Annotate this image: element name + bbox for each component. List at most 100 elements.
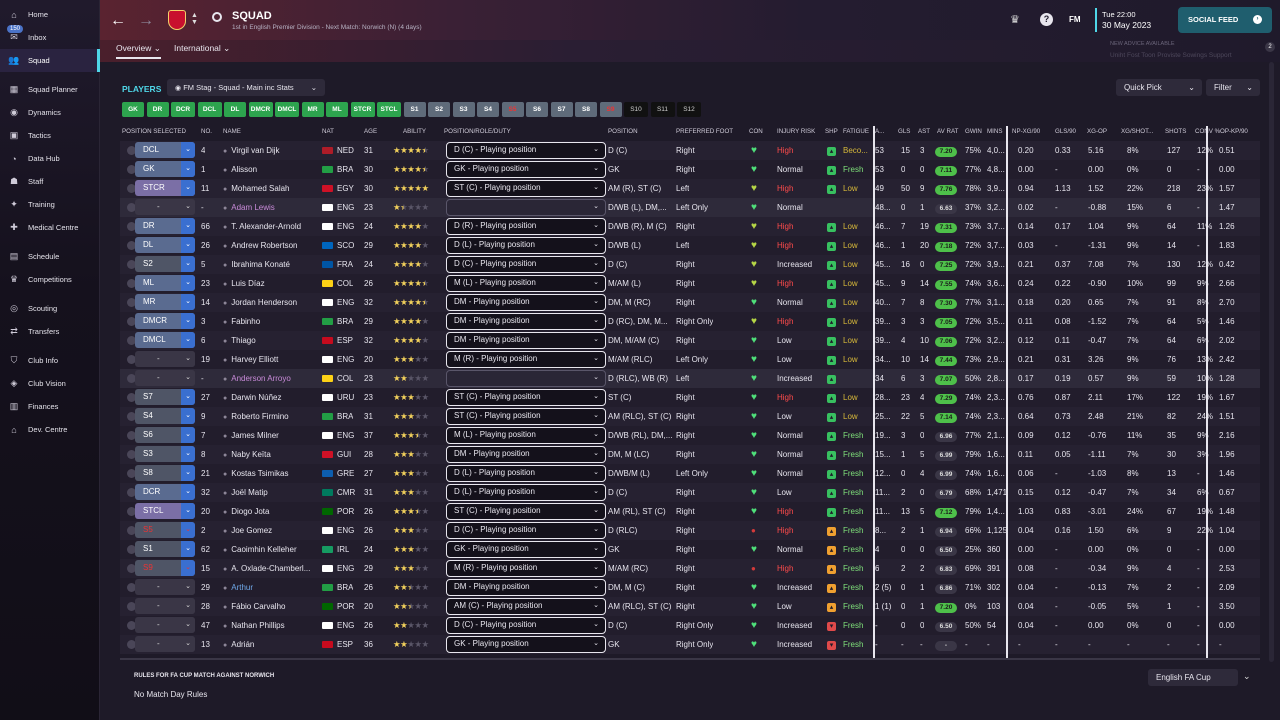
position-chip[interactable]: S10 (624, 102, 648, 117)
position-select-button[interactable]: S8 ⌄ (135, 465, 195, 481)
table-row[interactable]: S5 ⌄ 2 ● Joe Gomez ENG 26 ★★★★★ D (C) - Playing … (120, 521, 1260, 540)
sidebar-item-dev-centre[interactable]: ⌂ Dev. Centre (0, 418, 100, 441)
position-select-button[interactable]: - ⌄ (135, 579, 195, 595)
position-select-button[interactable]: STCL ⌄ (135, 503, 195, 519)
position-select-button[interactable]: DCL ⌄ (135, 142, 195, 158)
player-name[interactable]: ● T. Alexander-Arnold (223, 217, 318, 236)
sidebar-item-scouting[interactable]: ◎ Scouting (0, 297, 100, 320)
role-select[interactable]: ST (C) - Playing position ⌄ (446, 389, 606, 406)
table-row[interactable]: ML ⌄ 23 ● Luis Díaz COL 26 ★★★★★ M (L) - Playing… (120, 274, 1260, 293)
table-row[interactable]: DCL ⌄ 4 ● Virgil van Dijk NED 31 ★★★★★ D (C) - P… (120, 141, 1260, 160)
position-chip[interactable]: S8 (575, 102, 597, 117)
sidebar-item-medical-centre[interactable]: ✚ Medical Centre (0, 216, 100, 239)
row-select-toggle[interactable] (127, 393, 136, 402)
column-header-foot[interactable]: PREFERRED FOOT (676, 128, 734, 135)
position-chip[interactable]: DMCL (275, 102, 299, 117)
role-select[interactable]: AM (C) - Playing position ⌄ (446, 598, 606, 615)
player-name[interactable]: ● Naby Keïta (223, 445, 318, 464)
row-select-toggle[interactable] (127, 184, 136, 193)
player-name[interactable]: ● Nathan Phillips (223, 616, 318, 635)
column-header-age[interactable]: AGE (364, 128, 378, 135)
quick-pick-button[interactable]: Quick Pick ⌄ (1116, 79, 1202, 96)
position-chip[interactable]: ML (326, 102, 348, 117)
sidebar-item-transfers[interactable]: ⇄ Transfers (0, 320, 100, 343)
position-select-button[interactable]: DR ⌄ (135, 218, 195, 234)
role-select[interactable]: ⌄ (446, 370, 606, 387)
player-name[interactable]: ● Joe Gomez (223, 521, 318, 540)
column-header-gwin[interactable]: GWIN (965, 128, 982, 135)
table-row[interactable]: MR ⌄ 14 ● Jordan Henderson ENG 32 ★★★★★ DM - Pla… (120, 293, 1260, 312)
position-select-button[interactable]: STCR ⌄ (135, 180, 195, 196)
role-select[interactable]: D (C) - Playing position ⌄ (446, 142, 606, 159)
table-row[interactable]: S2 ⌄ 5 ● Ibrahima Konaté FRA 24 ★★★★★ D (C) - Pl… (120, 255, 1260, 274)
table-row[interactable]: S4 ⌄ 9 ● Roberto Firmino BRA 31 ★★★★★ ST (C) - P… (120, 407, 1260, 426)
position-select-button[interactable]: - ⌄ (135, 598, 195, 614)
filter-button[interactable]: Filter ⌄ (1206, 79, 1260, 96)
table-row[interactable]: S6 ⌄ 7 ● James Milner ENG 37 ★★★★★ M (L) - Playi… (120, 426, 1260, 445)
sidebar-item-competitions[interactable]: ♛ Competitions (0, 268, 100, 291)
position-chip[interactable]: S1 (403, 102, 426, 117)
player-name[interactable]: ● Mohamed Salah (223, 179, 318, 198)
column-header-xgop[interactable]: XG-OP (1087, 128, 1107, 135)
position-select-button[interactable]: - ⌄ (135, 199, 195, 215)
role-select[interactable]: DM - Playing position ⌄ (446, 332, 606, 349)
table-row[interactable]: DMCL ⌄ 6 ● Thiago ESP 32 ★★★★★ DM - Playing posi… (120, 331, 1260, 350)
row-select-toggle[interactable] (127, 241, 136, 250)
column-header-avrat[interactable]: AV RAT (937, 128, 959, 135)
current-date[interactable]: 30 May 2023 (1102, 20, 1152, 30)
table-row[interactable]: - ⌄ 13 ● Adrián ESP 36 ★★★★★ GK - Playing positi… (120, 635, 1260, 654)
table-row[interactable]: DMCR ⌄ 3 ● Fabinho BRA 29 ★★★★★ DM - Playing pos… (120, 312, 1260, 331)
player-name[interactable]: ● Fábio Carvalho (223, 597, 318, 616)
player-name[interactable]: ● Arthur (223, 578, 318, 597)
position-select-button[interactable]: S5 ⌄ (135, 522, 195, 538)
view-select[interactable]: ◉ FM Stag - Squad - Main inc Stats ⌄ (167, 79, 325, 96)
row-select-toggle[interactable] (127, 374, 136, 383)
role-select[interactable]: ⌄ (446, 199, 606, 216)
fm-button[interactable]: FM (1069, 15, 1081, 24)
sidebar-item-training[interactable]: ✦ Training (0, 193, 100, 216)
row-select-toggle[interactable] (127, 621, 136, 630)
player-name[interactable]: ● Adam Lewis (223, 198, 318, 217)
position-select-button[interactable]: GK ⌄ (135, 161, 195, 177)
sidebar-item-home[interactable]: ⌂ Home (0, 3, 100, 26)
sidebar-item-staff[interactable]: ☗ Staff (0, 170, 100, 193)
competition-select[interactable]: English FA Cup (1148, 669, 1238, 686)
back-button[interactable]: ← (110, 12, 126, 29)
sidebar-item-inbox[interactable]: ✉ Inbox 150 (0, 25, 100, 49)
row-select-toggle[interactable] (127, 203, 136, 212)
forward-button[interactable]: → (138, 12, 154, 29)
column-header-shp[interactable]: SHP (825, 128, 838, 135)
player-name[interactable]: ● Caoimhin Kelleher (223, 540, 318, 559)
position-select-button[interactable]: S7 ⌄ (135, 389, 195, 405)
table-row[interactable]: GK ⌄ 1 ● Alisson BRA 30 ★★★★★ GK - Playing posit… (120, 160, 1260, 179)
scrollbar[interactable] (1269, 62, 1274, 662)
position-select-button[interactable]: - ⌄ (135, 351, 195, 367)
column-header-npxg[interactable]: NP-XG/90 (1012, 128, 1041, 135)
sidebar-item-club-vision[interactable]: ◈ Club Vision (0, 372, 100, 395)
row-select-toggle[interactable] (127, 279, 136, 288)
column-header-name[interactable]: NAME (223, 128, 241, 135)
role-select[interactable]: M (R) - Playing position ⌄ (446, 560, 606, 577)
row-select-toggle[interactable] (127, 469, 136, 478)
role-select[interactable]: M (R) - Playing position ⌄ (446, 351, 606, 368)
tab-overview[interactable]: Overview ⌄ (116, 43, 161, 59)
player-name[interactable]: ● Joël Matip (223, 483, 318, 502)
club-badge[interactable] (168, 10, 186, 30)
table-row[interactable]: S7 ⌄ 27 ● Darwin Núñez URU 23 ★★★★★ ST (C) - Pla… (120, 388, 1260, 407)
notification-count[interactable]: 2 (1265, 42, 1275, 52)
table-row[interactable]: S1 ⌄ 62 ● Caoimhin Kelleher IRL 24 ★★★★★ GK - Pl… (120, 540, 1260, 559)
table-row[interactable]: - ⌄ 47 ● Nathan Phillips ENG 26 ★★★★★ D (C) - Pl… (120, 616, 1260, 635)
role-select[interactable]: DM - Playing position ⌄ (446, 313, 606, 330)
column-header-position[interactable]: POSITION (608, 128, 638, 135)
column-header-no[interactable]: NO. (201, 128, 213, 135)
position-select-button[interactable]: S3 ⌄ (135, 446, 195, 462)
role-select[interactable]: GK - Playing position ⌄ (446, 541, 606, 558)
chevron-down-icon[interactable]: ⌄ (1243, 671, 1251, 681)
role-select[interactable]: D (R) - Playing position ⌄ (446, 218, 606, 235)
role-select[interactable]: GK - Playing position ⌄ (446, 636, 606, 653)
table-row[interactable]: - ⌄ - ● Anderson Arroyo COL 23 ★★★★★ ⌄ D (RLC), W… (120, 369, 1260, 388)
column-header-gls90[interactable]: GLS/90 (1055, 128, 1076, 135)
tab-international[interactable]: International ⌄ (174, 43, 231, 53)
player-name[interactable]: ● Andrew Robertson (223, 236, 318, 255)
player-name[interactable]: ● Ibrahima Konaté (223, 255, 318, 274)
